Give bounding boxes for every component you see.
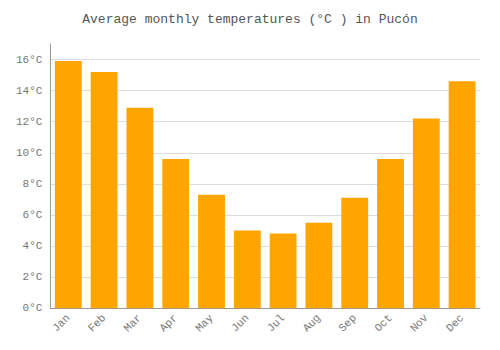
svg-text:Aug: Aug xyxy=(301,312,323,334)
svg-text:Feb: Feb xyxy=(86,312,108,334)
svg-text:8°C: 8°C xyxy=(23,178,43,190)
svg-text:16°C: 16°C xyxy=(16,54,43,66)
svg-text:Average monthly temperatures (: Average monthly temperatures (°C ) in Pu… xyxy=(82,12,417,27)
svg-text:Nov: Nov xyxy=(408,312,431,335)
svg-text:Jun: Jun xyxy=(229,312,251,334)
svg-text:Dec: Dec xyxy=(444,312,466,334)
svg-text:Jul: Jul xyxy=(265,312,287,334)
svg-text:10°C: 10°C xyxy=(16,147,43,159)
svg-text:Mar: Mar xyxy=(122,312,144,334)
svg-text:0°C: 0°C xyxy=(23,302,43,314)
svg-text:Oct: Oct xyxy=(372,312,394,334)
svg-text:May: May xyxy=(193,312,216,335)
svg-text:6°C: 6°C xyxy=(23,209,43,221)
svg-text:2°C: 2°C xyxy=(23,271,43,283)
svg-text:Apr: Apr xyxy=(157,312,179,334)
svg-text:Sep: Sep xyxy=(336,312,358,334)
svg-text:12°C: 12°C xyxy=(16,116,43,128)
svg-text:14°C: 14°C xyxy=(16,85,43,97)
svg-text:4°C: 4°C xyxy=(23,240,43,252)
svg-text:Jan: Jan xyxy=(50,312,72,334)
